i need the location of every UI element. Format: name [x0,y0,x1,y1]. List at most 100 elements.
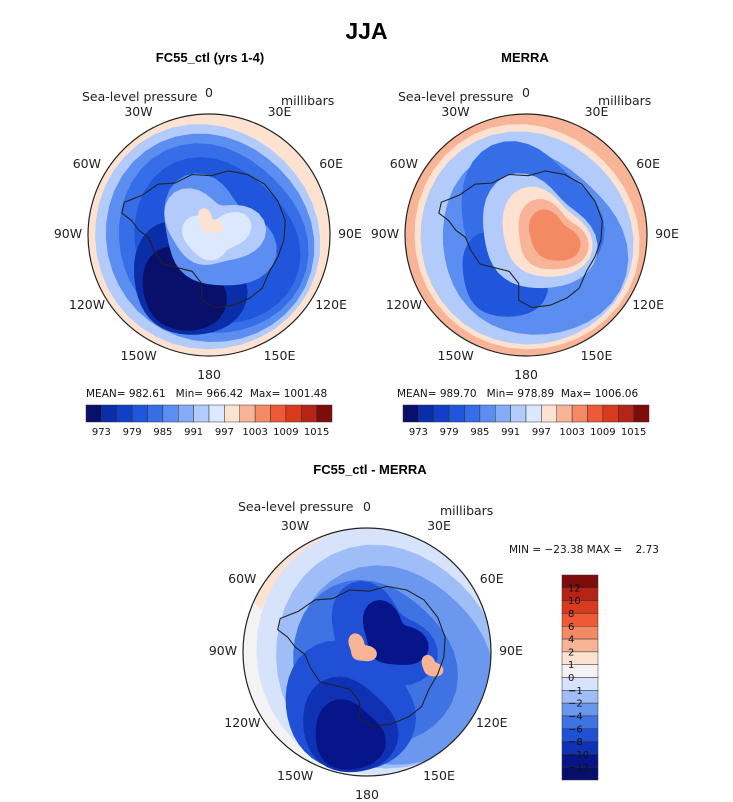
lon-label: 90W [370,226,400,241]
stats-diff: MIN = −23.38 MAX = 2.73 [509,544,659,556]
lon-label: 180 [355,787,379,802]
colorbar-swatch [301,404,317,423]
contour-band-7 [315,699,386,770]
colorbar-tick-label: 1009 [590,427,615,438]
colorbar-swatch [418,404,434,423]
panel-title-obs: MERRA [501,50,549,65]
lon-label: 60W [228,571,257,586]
colorbar-swatch [239,404,256,423]
min-label: Min= [175,388,204,400]
lon-label: 0 [205,85,213,100]
min-value: 978.89 [517,388,555,400]
max-value: 1001.48 [283,388,328,400]
variable-label-obs: Sea-level pressure [398,89,514,104]
lon-label: 60E [479,571,504,586]
colorbar-swatch [541,404,557,423]
lon-label: 90E [338,226,362,241]
colorbar-tick-label: −6 [568,724,583,735]
colorbar-swatch [495,404,511,423]
colorbar-swatch [270,404,287,423]
colorbar-tick-label: 985 [470,427,489,438]
colorbar-tick-label: 973 [409,427,428,438]
colorbar-tick-label: −1 [568,686,583,697]
colorbar-swatch [571,404,588,423]
lon-label: 30W [441,103,470,119]
lon-label: 30E [584,103,609,119]
mean-value: 989.70 [439,388,477,400]
lon-label: 150E [580,348,613,364]
colorbar-tick-label: 979 [440,427,459,438]
lon-label: 90E [499,643,523,658]
lon-label: 30W [280,518,310,534]
colorbar-tick-label: 991 [184,427,203,438]
field-layer [88,114,330,356]
max-value: 1006.06 [594,388,639,400]
colorbar-model: 973 979 985 991 997 1003 1009 1015 [85,404,333,438]
lon-label: 90W [208,643,238,658]
colorbar-swatch [316,404,333,423]
lon-label: 180 [514,367,538,382]
colorbar-tick-label: 997 [532,427,551,438]
colorbar-tick-label: 4 [568,635,574,646]
colorbar-tick-label: −10 [568,750,589,761]
contour-band-8 [181,212,252,261]
coastline [277,585,446,727]
colorbar-tick-label: 1003 [242,427,267,438]
lon-label: 150E [263,348,296,364]
colorbar-tick-label: −8 [568,737,583,748]
lon-label: 60W [389,155,418,171]
lon-label: 150W [120,348,157,364]
min-label: Min= [486,388,515,400]
lon-label: 150W [277,767,314,783]
colorbar-tick-label: 997 [215,427,234,438]
colorbar-tick-label: 1015 [304,427,329,438]
colorbar-swatch [224,404,240,423]
colorbar-swatch [116,404,133,423]
colorbar-swatch [556,404,573,423]
colorbar-swatch [285,404,302,423]
map-border [404,113,648,357]
colorbar-obs: 973 979 985 991 997 1003 1009 1015 [402,404,650,438]
colorbar-tick-label: 1003 [559,427,584,438]
colorbar-tick-label: 991 [501,427,520,438]
lon-label: 60E [319,155,344,171]
colorbar-swatch [402,404,419,423]
colorbar-swatch [131,404,148,423]
colorbar-swatch [525,404,542,423]
colorbar-swatch [602,404,619,423]
lon-label: 90E [655,226,679,241]
colorbar-tick-label: 973 [92,427,111,438]
lon-label: 0 [363,499,371,514]
lon-label: 30W [124,103,153,119]
colorbar-tick-label: 8 [568,609,574,620]
map-border [87,113,331,357]
mean-label: MEAN= [86,388,126,400]
stats-model: MEAN= 982.61 Min= 966.42 Max= 1001.48 [86,388,327,400]
colorbar-swatch [587,404,604,423]
panel-title-model: FC55_ctl (yrs 1-4) [155,50,265,65]
units-label-model: millibars [281,93,335,108]
coastline [121,170,286,309]
colorbar-swatch [448,404,465,423]
colorbar-swatch [208,404,225,423]
colorbar-swatch [193,404,210,423]
stats-obs: MEAN= 989.70 Min= 978.89 Max= 1006.06 [397,388,638,400]
figure-title: JJA [345,18,388,44]
colorbar-tick-label: 12 [568,583,581,594]
lon-label: 150E [423,767,455,783]
panel-title-diff: FC55_ctl - MERRA [313,462,427,477]
contour-band-10 [348,633,377,662]
colorbar-swatch [633,404,650,423]
polar-map-model [87,113,331,357]
colorbar-swatch [464,404,481,423]
colorbar-tick-label: 6 [568,622,574,633]
colorbar-tick-label: 985 [153,427,172,438]
mean-label: MEAN= [397,388,437,400]
colorbar-swatch [178,404,194,423]
lon-label: 120E [475,715,508,730]
variable-label-diff: Sea-level pressure [238,499,354,514]
contour-band-11 [421,654,444,677]
lon-label: 120W [385,296,423,312]
lon-label: 30E [427,518,451,534]
